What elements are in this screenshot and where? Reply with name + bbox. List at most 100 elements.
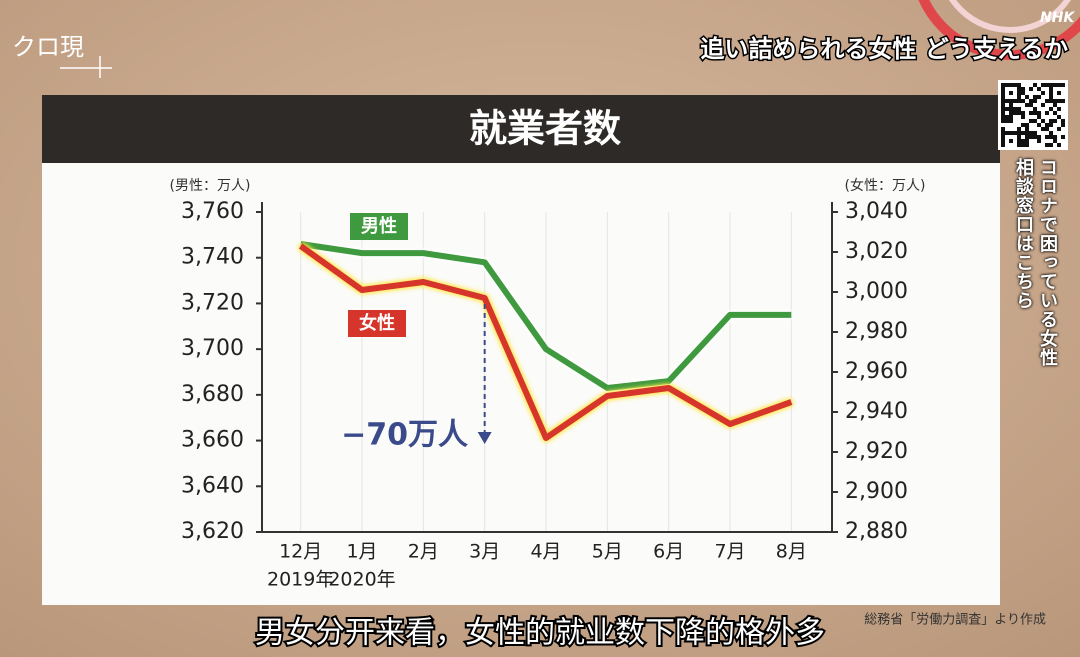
legend-label: 男性 [361, 215, 397, 237]
qr-cell [1061, 135, 1065, 139]
qr-cell [1061, 83, 1065, 87]
qr-cell [1061, 99, 1065, 103]
y2-tick-label: 3,000 [845, 279, 908, 304]
qr-cell [1041, 103, 1045, 107]
qr-cell [1041, 127, 1045, 131]
y-tick-label: 3,720 [181, 290, 244, 315]
qr-cell [1025, 131, 1029, 135]
qr-cell [1029, 103, 1033, 107]
x-tick-label: 5月 [592, 541, 623, 563]
qr-cell [1025, 103, 1029, 107]
qr-cell [1029, 99, 1033, 103]
qr-cell [1001, 131, 1005, 135]
qr-cell [1005, 131, 1009, 135]
qr-cell [1053, 111, 1057, 115]
qr-cell [1017, 131, 1021, 135]
qr-cell [1053, 119, 1057, 123]
y2-tick-label: 2,960 [845, 359, 908, 384]
plot: 3,620 3,640 3,660 3,680 3,700 3,720 3,740 3,760… [181, 199, 908, 591]
qr-cell [1001, 139, 1005, 143]
qr-cell [1009, 107, 1013, 111]
qr-cell [1033, 111, 1037, 115]
qr-cell [1033, 107, 1037, 111]
qr-cell [1049, 91, 1053, 95]
qr-cell [1061, 119, 1065, 123]
qr-cell [1025, 127, 1029, 131]
qr-cell [1033, 119, 1037, 123]
qr-code [998, 80, 1068, 150]
x-tick-label: 12月 [279, 541, 322, 563]
qr-cell [1045, 135, 1049, 139]
qr-cell [1017, 139, 1021, 143]
qr-cell [1041, 119, 1045, 123]
y-tick-label: 3,660 [181, 428, 244, 453]
qr-cell [1001, 95, 1005, 99]
qr-cell [1001, 115, 1005, 119]
qr-cell [1029, 87, 1033, 91]
qr-cell [1033, 83, 1037, 87]
x-tick-label: 7月 [714, 541, 745, 563]
qr-cell [1021, 139, 1025, 143]
qr-cell [1033, 99, 1037, 103]
qr-cell [1049, 119, 1053, 123]
y2-tick-label: 3,020 [845, 239, 908, 264]
qr-cell [1049, 123, 1053, 127]
qr-cell [1029, 119, 1033, 123]
qr-cell [1049, 99, 1053, 103]
panel-header [42, 95, 1000, 163]
series-line [300, 241, 792, 391]
qr-cell [1001, 87, 1005, 91]
x-tick-label: 6月 [653, 541, 684, 563]
qr-cell [1049, 83, 1053, 87]
qr-cell [1001, 127, 1005, 131]
qr-cell [1037, 123, 1041, 127]
qr-cell [1049, 95, 1053, 99]
qr-cell [1017, 143, 1021, 147]
qr-cell [1001, 83, 1005, 87]
qr-cell [1001, 103, 1005, 107]
qr-cell [1021, 99, 1025, 103]
qr-cell [1017, 107, 1021, 111]
qr-cell [1009, 91, 1013, 95]
x-tick-label: 3月 [469, 541, 500, 563]
qr-cell [1049, 107, 1053, 111]
qr-cell [1029, 131, 1033, 135]
qr-cell [1001, 135, 1005, 139]
qr-cell [1001, 111, 1005, 115]
logo-ring [948, 0, 1072, 33]
qr-cell [1021, 123, 1025, 127]
qr-cell [1057, 107, 1061, 111]
qr-cell [1025, 123, 1029, 127]
qr-cell [1057, 83, 1061, 87]
qr-cell [1009, 83, 1013, 87]
qr-cell [1017, 83, 1021, 87]
y-tick-label: 3,680 [181, 382, 244, 407]
qr-cell [1005, 83, 1009, 87]
qr-cell [1045, 143, 1049, 147]
series-line [298, 243, 793, 441]
panel [42, 95, 1000, 605]
qr-cell [1057, 143, 1061, 147]
qr-cell [1013, 83, 1017, 87]
qr-cell [1053, 139, 1057, 143]
qr-cell [1017, 111, 1021, 115]
qr-cell [1037, 87, 1041, 91]
qr-cell [1021, 143, 1025, 147]
program-logo: クロ現 [12, 33, 84, 61]
qr-cell [1061, 123, 1065, 127]
y-tick-label: 3,640 [181, 473, 244, 498]
qr-cell [1057, 115, 1061, 119]
y-tick-label: 3,740 [181, 245, 244, 270]
qr-cell [1005, 99, 1009, 103]
qr-cell [1017, 99, 1021, 103]
headline: 追い詰められる女性 どう支えるか [700, 35, 1068, 63]
x-year-label: 2019年 [267, 569, 334, 591]
qr-cell [1033, 131, 1037, 135]
chart-title: 就業者数 [469, 107, 621, 151]
qr-cell [1045, 123, 1049, 127]
qr-cell [1053, 103, 1057, 107]
source: 総務省「労働力調査」より作成 [864, 613, 1046, 628]
qr-cell [1005, 107, 1009, 111]
qr-cell [1057, 91, 1061, 95]
